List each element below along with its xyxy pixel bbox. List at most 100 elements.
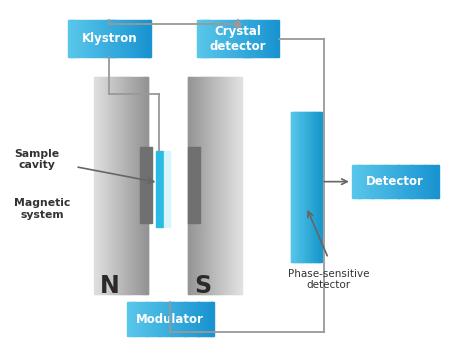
Bar bbox=[256, 20, 258, 57]
Bar bbox=[318, 112, 319, 262]
Bar bbox=[373, 165, 374, 198]
Bar bbox=[244, 20, 246, 57]
Bar bbox=[145, 77, 146, 294]
Bar bbox=[296, 112, 297, 262]
Bar bbox=[236, 77, 237, 294]
Bar bbox=[295, 112, 296, 262]
Bar bbox=[217, 77, 218, 294]
Bar bbox=[293, 112, 294, 262]
Bar bbox=[258, 20, 259, 57]
Bar bbox=[114, 77, 115, 294]
Bar bbox=[229, 20, 230, 57]
Bar bbox=[314, 112, 315, 262]
Bar bbox=[189, 77, 190, 294]
Bar bbox=[235, 20, 237, 57]
Bar bbox=[226, 77, 227, 294]
Bar bbox=[234, 20, 235, 57]
Bar bbox=[164, 151, 171, 227]
Bar bbox=[391, 165, 392, 198]
Bar bbox=[421, 165, 422, 198]
Bar bbox=[135, 77, 136, 294]
Bar bbox=[208, 77, 209, 294]
Bar bbox=[303, 112, 304, 262]
Bar bbox=[119, 77, 120, 294]
Bar bbox=[384, 165, 385, 198]
Bar bbox=[388, 165, 389, 198]
Bar bbox=[201, 303, 203, 336]
Bar bbox=[149, 20, 151, 57]
Bar bbox=[374, 165, 375, 198]
Bar bbox=[219, 77, 220, 294]
Bar bbox=[379, 165, 380, 198]
Bar bbox=[142, 77, 143, 294]
Bar bbox=[231, 77, 232, 294]
Bar bbox=[255, 20, 257, 57]
Bar bbox=[243, 20, 245, 57]
Bar bbox=[140, 303, 141, 336]
Bar bbox=[101, 77, 102, 294]
Bar bbox=[159, 303, 161, 336]
Bar bbox=[390, 165, 391, 198]
Bar bbox=[89, 20, 90, 57]
Bar bbox=[401, 165, 403, 198]
Bar bbox=[411, 165, 413, 198]
Bar bbox=[183, 303, 184, 336]
Bar bbox=[73, 20, 75, 57]
Bar bbox=[224, 77, 225, 294]
Bar bbox=[117, 20, 118, 57]
Bar bbox=[221, 20, 222, 57]
Bar bbox=[320, 112, 321, 262]
Bar bbox=[362, 165, 363, 198]
Bar bbox=[156, 303, 157, 336]
Bar bbox=[205, 77, 206, 294]
Bar bbox=[309, 112, 310, 262]
Bar bbox=[403, 165, 404, 198]
Bar bbox=[146, 77, 147, 294]
Bar bbox=[385, 165, 387, 198]
Bar bbox=[223, 20, 224, 57]
Bar bbox=[389, 165, 390, 198]
Bar bbox=[208, 303, 210, 336]
Bar bbox=[140, 77, 141, 294]
Bar bbox=[312, 112, 313, 262]
Bar bbox=[129, 20, 130, 57]
Bar bbox=[132, 303, 134, 336]
Bar bbox=[189, 77, 190, 294]
Bar bbox=[146, 303, 148, 336]
Bar bbox=[121, 77, 122, 294]
Bar bbox=[206, 20, 208, 57]
Bar bbox=[224, 20, 225, 57]
Bar bbox=[71, 20, 72, 57]
Bar bbox=[318, 112, 319, 262]
Bar bbox=[240, 77, 241, 294]
Bar bbox=[214, 77, 215, 294]
Bar bbox=[68, 20, 70, 57]
Bar bbox=[301, 112, 302, 262]
Bar bbox=[363, 165, 364, 198]
Bar bbox=[252, 20, 253, 57]
Bar bbox=[177, 303, 178, 336]
Bar bbox=[393, 165, 394, 198]
Bar bbox=[383, 165, 384, 198]
Bar bbox=[367, 165, 368, 198]
Bar bbox=[410, 165, 411, 198]
Bar bbox=[218, 77, 219, 294]
Bar bbox=[428, 165, 429, 198]
Bar bbox=[108, 77, 109, 294]
Bar bbox=[144, 77, 145, 294]
Bar bbox=[129, 77, 130, 294]
Bar bbox=[152, 303, 153, 336]
Bar bbox=[95, 77, 96, 294]
Bar bbox=[141, 77, 142, 294]
Bar bbox=[221, 77, 222, 294]
Bar bbox=[214, 20, 215, 57]
Bar bbox=[84, 20, 85, 57]
Bar bbox=[140, 147, 152, 223]
Bar bbox=[276, 20, 277, 57]
Bar bbox=[208, 20, 209, 57]
Bar bbox=[74, 20, 76, 57]
Bar bbox=[431, 165, 432, 198]
Bar bbox=[125, 20, 126, 57]
Bar bbox=[130, 20, 131, 57]
Bar bbox=[170, 303, 172, 336]
